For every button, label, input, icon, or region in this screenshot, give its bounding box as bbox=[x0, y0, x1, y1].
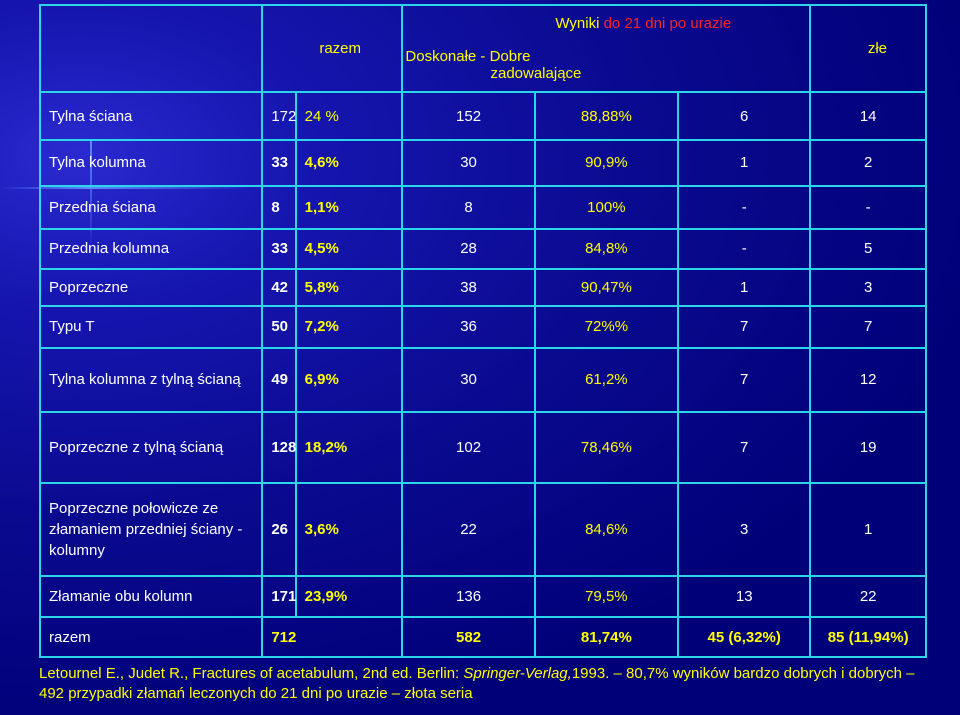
row-percent: 7,2% bbox=[294, 305, 404, 349]
row-zadowalajace: 1 bbox=[677, 267, 812, 308]
total-good-count: 582 bbox=[401, 616, 536, 658]
row-name: Przednia kolumna bbox=[38, 228, 264, 270]
row-good-percent: 90,9% bbox=[533, 138, 680, 187]
table-row: Poprzeczne 42 5,8% 38 90,47% 1 3 bbox=[38, 267, 927, 308]
row-name: Poprzeczne z tylną ścianą bbox=[38, 410, 264, 484]
row-good-percent: 61,2% bbox=[533, 346, 680, 413]
header-doskonale-dobre: Doskonałe - Dobre bbox=[405, 48, 531, 66]
row-zle: 14 bbox=[809, 91, 927, 141]
table-row: Tylna kolumna z tylną ścianą 49 6,9% 30 61,2… bbox=[38, 346, 927, 413]
row-zadowalajace: 7 bbox=[677, 346, 812, 413]
row-zadowalajace: - bbox=[677, 228, 812, 270]
row-percent: 6,9% bbox=[294, 346, 404, 413]
row-zle: 22 bbox=[809, 574, 927, 619]
row-good-percent: 90,47% bbox=[533, 267, 680, 308]
row-good-percent: 88,88% bbox=[533, 91, 680, 141]
footnote: Letournel E., Judet R., Fractures of ace… bbox=[39, 665, 915, 702]
row-zle: 5 bbox=[809, 228, 927, 270]
table-header-row: razem Wyniki do 21 dni po urazie Doskona… bbox=[38, 3, 927, 94]
row-count: 8 bbox=[261, 184, 297, 231]
row-zle: 12 bbox=[809, 346, 927, 413]
row-name: Typu T bbox=[38, 305, 264, 349]
row-count: 42 bbox=[261, 267, 297, 308]
row-good-count: 28 bbox=[401, 228, 536, 270]
row-name: Poprzeczne bbox=[38, 267, 264, 308]
row-zadowalajace: 3 bbox=[677, 481, 812, 577]
row-percent: 24 % bbox=[294, 91, 404, 141]
total-row: razem 712 582 81,74% 45 (6,32%) 85 (11,94%) bbox=[38, 616, 927, 658]
table-row: Poprzeczne połowicze ze złamaniem przedn… bbox=[38, 481, 927, 577]
row-zle: 3 bbox=[809, 267, 927, 308]
row-zadowalajace: 7 bbox=[677, 410, 812, 484]
row-good-count: 152 bbox=[401, 91, 536, 141]
row-zadowalajace: 13 bbox=[677, 574, 812, 619]
row-count: 172 bbox=[261, 91, 297, 141]
header-title: Wyniki do 21 dni po urazie bbox=[555, 15, 732, 33]
row-zle: 7 bbox=[809, 305, 927, 349]
row-good-count: 136 bbox=[401, 574, 536, 619]
total-zle: 85 (11,94%) bbox=[809, 616, 927, 658]
total-count: 712 bbox=[261, 616, 404, 658]
row-percent: 4,6% bbox=[294, 138, 404, 187]
table-row: Przednia ściana 8 1,1% 8 100% - - bbox=[38, 184, 927, 231]
header-zle: złe bbox=[809, 3, 927, 94]
row-zle: 19 bbox=[809, 410, 927, 484]
row-good-percent: 84,6% bbox=[533, 481, 680, 577]
table-row: Poprzeczne z tylną ścianą 128 18,2% 102 78,4… bbox=[38, 410, 927, 484]
row-good-count: 30 bbox=[401, 346, 536, 413]
row-percent: 1,1% bbox=[294, 184, 404, 231]
row-name: Złamanie obu kolumn bbox=[38, 574, 264, 619]
row-good-percent: 72%% bbox=[533, 305, 680, 349]
row-good-count: 30 bbox=[401, 138, 536, 187]
row-zle: - bbox=[809, 184, 927, 231]
total-zadowalajace: 45 (6,32%) bbox=[677, 616, 812, 658]
header-razem: razem bbox=[261, 3, 404, 94]
row-zadowalajace: 6 bbox=[677, 91, 812, 141]
row-count: 50 bbox=[261, 305, 297, 349]
row-name: Tylna kolumna z tylną ścianą bbox=[38, 346, 264, 413]
row-percent: 3,6% bbox=[294, 481, 404, 577]
total-name: razem bbox=[38, 616, 264, 658]
header-empty-cell bbox=[38, 3, 264, 94]
row-zle: 1 bbox=[809, 481, 927, 577]
row-count: 33 bbox=[261, 228, 297, 270]
row-good-count: 36 bbox=[401, 305, 536, 349]
row-good-count: 22 bbox=[401, 481, 536, 577]
row-percent: 18,2% bbox=[294, 410, 404, 484]
row-count: 33 bbox=[261, 138, 297, 187]
row-percent: 23,9% bbox=[294, 574, 404, 619]
row-count: 171 bbox=[261, 574, 297, 619]
header-results-group: Wyniki do 21 dni po urazie Doskonałe - D… bbox=[401, 3, 812, 94]
row-count: 49 bbox=[261, 346, 297, 413]
row-good-percent: 78,46% bbox=[533, 410, 680, 484]
row-count: 128 bbox=[261, 410, 297, 484]
row-name: Przednia ściana bbox=[38, 184, 264, 231]
row-name: Tylna ściana bbox=[38, 91, 264, 141]
row-good-percent: 100% bbox=[533, 184, 680, 231]
row-zle: 2 bbox=[809, 138, 927, 187]
row-count: 26 bbox=[261, 481, 297, 577]
row-good-percent: 84,8% bbox=[533, 228, 680, 270]
row-good-count: 38 bbox=[401, 267, 536, 308]
row-percent: 4,5% bbox=[294, 228, 404, 270]
row-zadowalajace: - bbox=[677, 184, 812, 231]
results-table: razem Wyniki do 21 dni po urazie Doskona… bbox=[38, 3, 927, 658]
table-row: Złamanie obu kolumn 171 23,9% 136 79,5% 13 22 bbox=[38, 574, 927, 619]
table-row: Tylna kolumna 33 4,6% 30 90,9% 1 2 bbox=[38, 138, 927, 187]
table-row: Przednia kolumna 33 4,5% 28 84,8% -5 bbox=[38, 228, 927, 270]
row-good-percent: 79,5% bbox=[533, 574, 680, 619]
row-zadowalajace: 7 bbox=[677, 305, 812, 349]
header-zadowalajace: zadowalające bbox=[490, 65, 582, 83]
row-name: Poprzeczne połowicze ze złamaniem przedn… bbox=[38, 481, 264, 577]
row-good-count: 102 bbox=[401, 410, 536, 484]
total-good-percent: 81,74% bbox=[533, 616, 680, 658]
row-name: Tylna kolumna bbox=[38, 138, 264, 187]
row-zadowalajace: 1 bbox=[677, 138, 812, 187]
row-good-count: 8 bbox=[401, 184, 536, 231]
table-row: Typu T 50 7,2% 36 72%% 7 7 bbox=[38, 305, 927, 349]
row-percent: 5,8% bbox=[294, 267, 404, 308]
table-row: Tylna ściana 172 24 % 152 88,88% 6 14 bbox=[38, 91, 927, 141]
